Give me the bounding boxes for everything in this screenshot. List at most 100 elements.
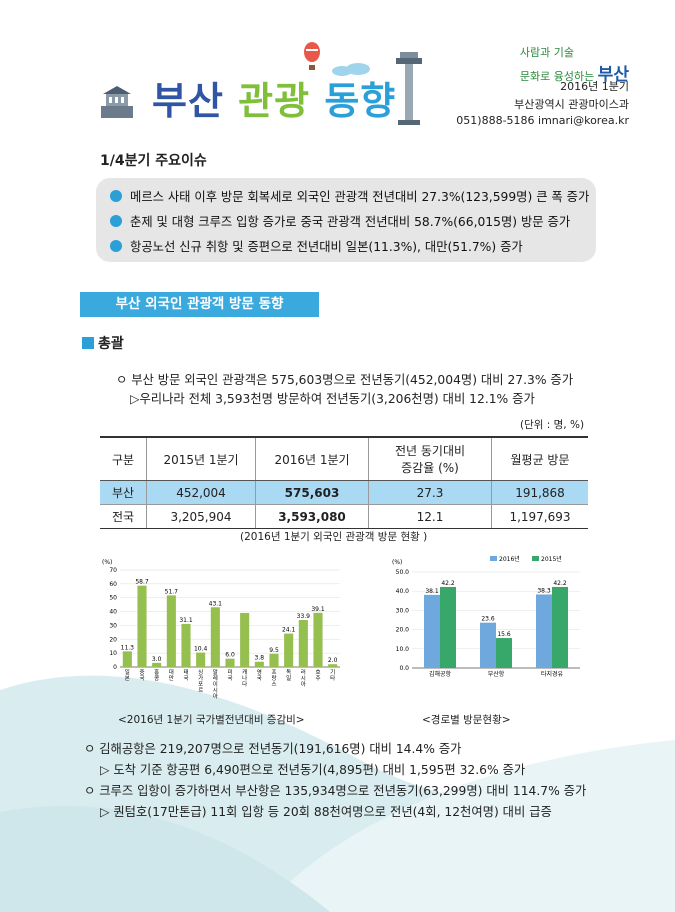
- data-label: 39.1: [311, 606, 325, 613]
- unit-label: (단위 : 명, %): [520, 419, 585, 431]
- legend-label: 2015년: [541, 555, 562, 563]
- y-tick-label: 0.0: [399, 665, 409, 672]
- bar: [284, 633, 294, 667]
- report-period: 2016년 1분기: [560, 80, 629, 93]
- city-slogan: 사람과 기술 문화로 융성하는 부산: [520, 44, 629, 85]
- x-tick-label: 타지경유: [541, 670, 564, 678]
- bar: [313, 612, 323, 667]
- slogan-line-2: 문화로 융성하는: [519, 70, 595, 83]
- data-label: 38.1: [425, 588, 439, 595]
- col-header: 전년 동기대비 증감율 (%): [368, 436, 492, 481]
- y-axis-label: (%): [102, 559, 112, 566]
- y-tick-label: 30: [109, 622, 117, 629]
- y-tick-label: 0: [113, 664, 117, 671]
- table-cell: 191,868: [491, 480, 588, 505]
- bar: [536, 594, 552, 668]
- summary-line-1: ㅇ 부산 방문 외국인 관광객은 575,603명으로 전년동기(452,004…: [116, 373, 574, 387]
- bar: [328, 664, 338, 667]
- data-label: 3.0: [152, 656, 162, 663]
- data-label: 23.6: [481, 616, 495, 623]
- route-chart: (%) 0.0 10.0 20.0 30.0 40.0 50.0 2016년 2015년 38.1…: [392, 555, 580, 678]
- table-row: 전국 3,205,904 3,593,080 12.1 1,197,693: [100, 504, 588, 529]
- data-label: 31.1: [179, 617, 193, 624]
- bar: [552, 586, 568, 668]
- col-header: 월평균 방문: [491, 436, 588, 481]
- airport-line: ㅇ 김해공항은 219,207명으로 전년동기(191,616명) 대비 14.…: [84, 742, 462, 756]
- y-tick-label: 40: [109, 609, 117, 616]
- bar: [480, 622, 496, 668]
- slogan-line-1: 사람과 기술: [519, 46, 574, 59]
- y-tick-label: 70: [109, 567, 117, 574]
- data-label: 10.4: [194, 646, 208, 653]
- bar: [440, 586, 456, 668]
- bar: [181, 623, 191, 667]
- bullet-icon: [110, 190, 122, 202]
- bar: [424, 594, 440, 668]
- title-part-tourism: 관광: [238, 79, 311, 123]
- y-tick-label: 20.0: [396, 627, 410, 634]
- chart-caption: <경로별 방문현황>: [422, 714, 511, 726]
- table-cell: 3,205,904: [146, 504, 256, 529]
- table-row: 부산 452,004 575,603 27.3 191,868: [100, 480, 588, 505]
- y-tick-label: 50.0: [396, 569, 410, 576]
- y-tick-label: 40.0: [396, 588, 410, 595]
- col-header: 구분: [100, 436, 147, 481]
- y-tick-label: 20: [109, 636, 117, 643]
- chart-caption: <2016년 1분기 국가별전년대비 증감비>: [118, 714, 305, 726]
- data-label: 38.3: [537, 587, 551, 594]
- bar: [269, 653, 279, 667]
- bar: [210, 607, 220, 667]
- lighthouse-icon: [101, 86, 133, 118]
- data-label: 24.1: [282, 627, 296, 634]
- legend-swatch: [490, 556, 497, 561]
- legend-swatch: [532, 556, 539, 561]
- issue-item: 항공노선 신규 취항 및 증편으로 전년대비 일본(11.3%), 대만(51.…: [110, 237, 523, 255]
- report-department: 부산광역시 관광마이스과: [514, 98, 629, 111]
- col-header: 2016년 1분기: [255, 436, 369, 481]
- y-tick-label: 60: [109, 581, 117, 588]
- table-cell: 1,197,693: [491, 504, 588, 529]
- y-tick-label: 10.0: [396, 646, 410, 653]
- y-tick-label: 50: [109, 595, 117, 602]
- bar: [298, 620, 308, 667]
- bar: [225, 658, 235, 667]
- title-part-busan: 부산: [152, 79, 224, 123]
- data-label: 6.0: [225, 652, 235, 659]
- data-label: 42.2: [553, 580, 567, 587]
- balloon-icon: [304, 42, 320, 70]
- summary-line-2: ▷우리나라 전체 3,593천명 방문하여 전년동기(3,206천명) 대비 1…: [130, 392, 535, 406]
- data-label: 43.1: [209, 600, 223, 607]
- bullet-icon: [110, 215, 122, 227]
- bar: [166, 595, 176, 667]
- title-part-trend: 동향: [324, 79, 397, 123]
- table-caption: (2016년 1분기 외국인 관광객 방문 현황 ): [240, 531, 428, 543]
- x-tick-label: 김해공항: [429, 670, 452, 678]
- stats-table: 구분 2015년 1분기 2016년 1분기 전년 동기대비 증감율 (%) 월평…: [100, 436, 588, 529]
- table-cell: 12.1: [368, 504, 492, 529]
- x-tick-label: 부산항: [488, 670, 505, 678]
- data-label: 42.2: [441, 580, 455, 587]
- bar: [496, 638, 512, 668]
- data-label: 15.6: [497, 631, 511, 638]
- bar: [122, 651, 132, 667]
- data-label: 51.7: [165, 588, 179, 595]
- airport-detail-line: ▷ 도착 기준 항공편 6,490편으로 전년동기(4,895편) 대비 1,5…: [100, 763, 526, 777]
- page-title: 부산 관광 동향: [152, 70, 396, 125]
- table-cell: 575,603: [255, 480, 369, 505]
- busan-tower-icon: [396, 52, 422, 125]
